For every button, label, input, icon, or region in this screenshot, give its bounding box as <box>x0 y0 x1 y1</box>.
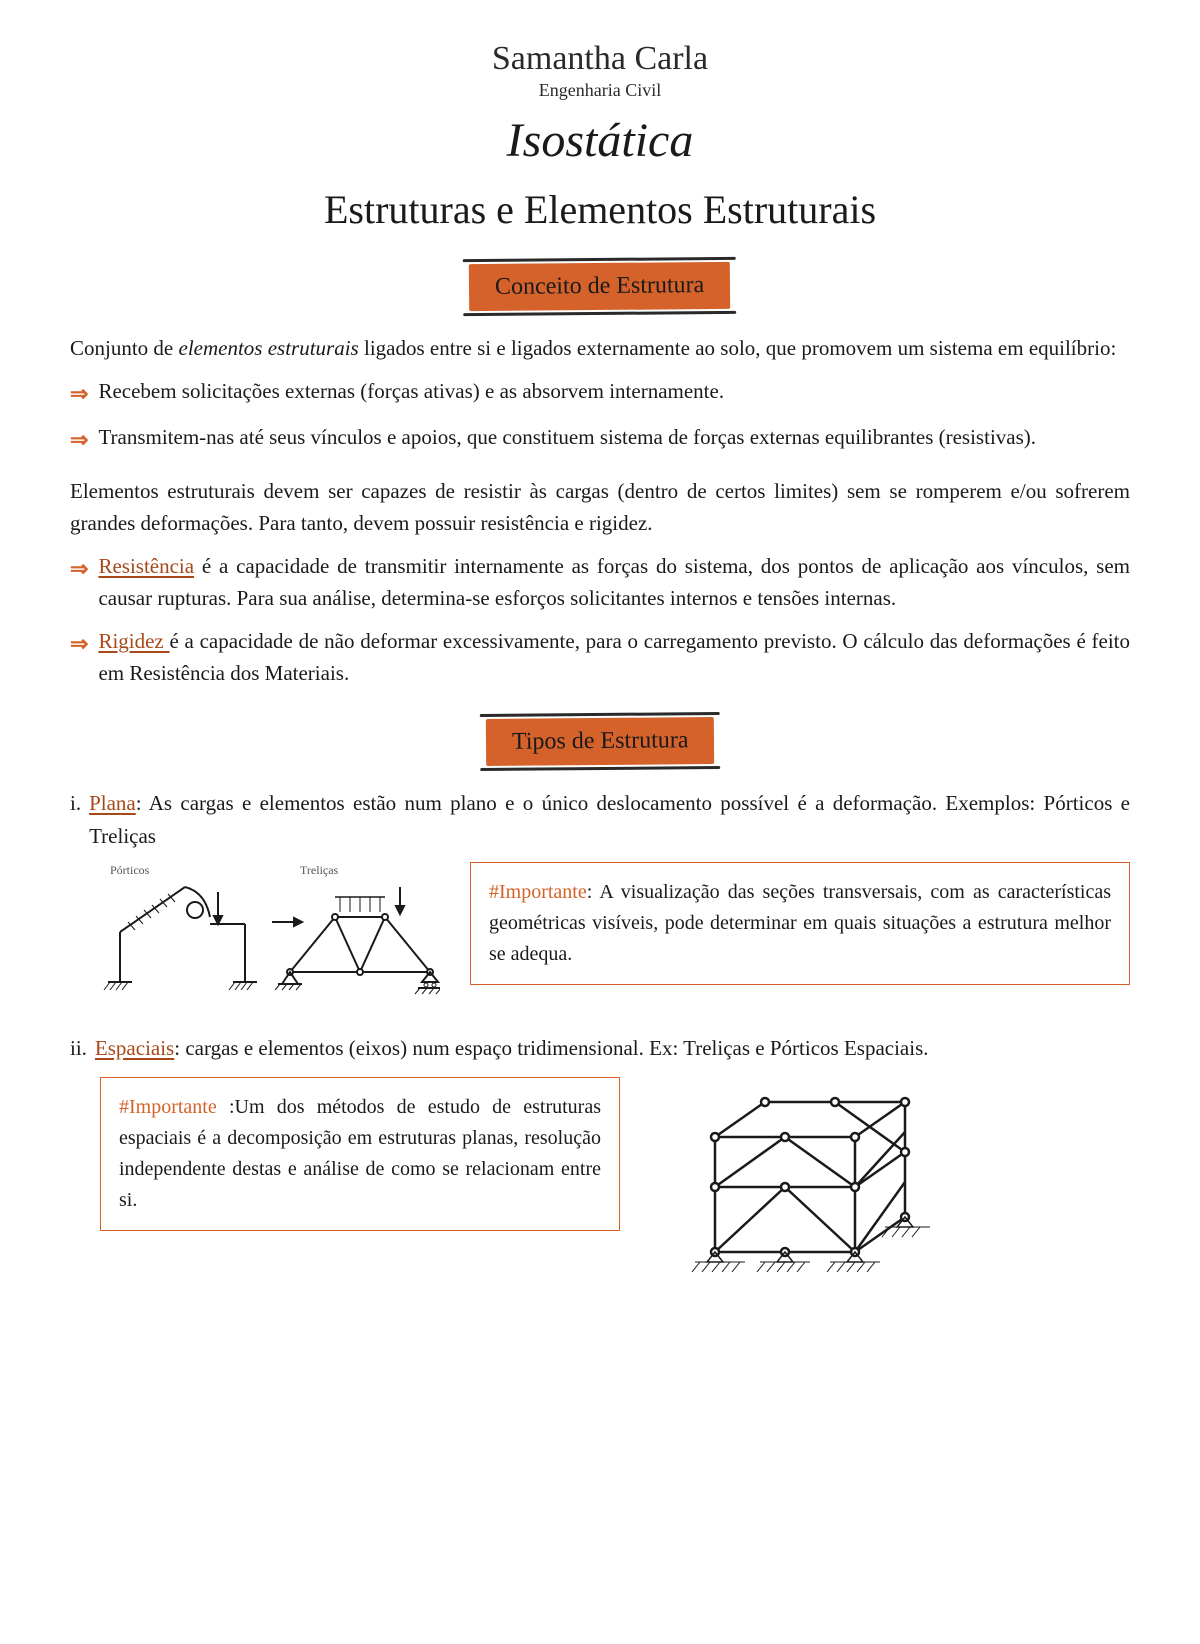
section-banner-conceito: Conceito de Estrutura <box>469 262 731 311</box>
term-rigidez: Rigidez <box>98 629 169 653</box>
espaciais-text: Espaciais: cargas e elementos (eixos) nu… <box>95 1032 1130 1065</box>
arrow-list-2: ⇒ Resistência é a capacidade de transmit… <box>70 550 1130 690</box>
intro-suffix: ligados entre si e ligados externamente … <box>359 336 1117 360</box>
note-tag: #Importante <box>119 1096 229 1118</box>
roman-numeral: ii. <box>70 1032 87 1065</box>
rigidez-desc: é a capacidade de não deformar excessiva… <box>98 629 1130 686</box>
author-subtitle: Engenharia Civil <box>70 80 1130 101</box>
arrow-item: ⇒ Rigidez é a capacidade de não deformar… <box>70 625 1130 690</box>
intro-prefix: Conjunto de <box>70 336 179 360</box>
note-box-espaciais: #Importante :Um dos métodos de estudo de… <box>100 1077 620 1231</box>
page-title: Estruturas e Elementos Estruturais <box>70 186 1130 233</box>
section-banner-wrap: Conceito de Estrutura <box>70 263 1130 310</box>
author-name: Samantha Carla <box>70 40 1130 78</box>
arrow-icon: ⇒ <box>70 552 88 586</box>
document-header: Samantha Carla Engenharia Civil Isostáti… <box>70 40 1130 233</box>
arrow-icon: ⇒ <box>70 627 88 661</box>
course-title: Isostática <box>70 113 1130 168</box>
section-banner-wrap: Tipos de Estrutura <box>70 718 1130 765</box>
intro-paragraph: Conjunto de elementos estruturais ligado… <box>70 332 1130 365</box>
roman-item-plana: i. Plana: As cargas e elementos estão nu… <box>70 787 1130 852</box>
term-plana: Plana <box>89 791 136 815</box>
diagram-row-espaciais: #Importante :Um dos métodos de estudo de… <box>100 1077 1130 1287</box>
bullet-text: Transmitem-nas até seus vínculos e apoio… <box>98 421 1130 454</box>
bullet-text: Recebem solicitações externas (forças at… <box>98 375 1130 408</box>
roman-item-espaciais: ii. Espaciais: cargas e elementos (eixos… <box>70 1032 1130 1065</box>
paragraph-2: Elementos estruturais devem ser capazes … <box>70 475 1130 540</box>
arrow-item: ⇒ Transmitem-nas até seus vínculos e apo… <box>70 421 1130 457</box>
note-box-plana: #Importante: A visualização das seções t… <box>470 862 1130 985</box>
plana-text: Plana: As cargas e elementos estão num p… <box>89 787 1130 852</box>
espacial-svg <box>660 1077 940 1287</box>
espaciais-desc: : cargas e elementos (eixos) num espaço … <box>174 1036 928 1060</box>
arrow-list-1: ⇒ Recebem solicitações externas (forças … <box>70 375 1130 457</box>
arrow-icon: ⇒ <box>70 423 88 457</box>
diagram-espacial <box>660 1077 940 1287</box>
svg-text:Pórticos: Pórticos <box>110 863 150 877</box>
section-banner-tipos: Tipos de Estrutura <box>486 717 715 766</box>
intro-em: elementos estruturais <box>179 336 359 360</box>
resistencia-desc: é a capacidade de transmitir internament… <box>98 554 1130 611</box>
note-tag: #Importante <box>489 881 587 903</box>
diagram-portico-trelica: Pórticos Treliças <box>100 862 440 1002</box>
resistencia-text: Resistência é a capacidade de transmitir… <box>98 550 1130 615</box>
arrow-item: ⇒ Recebem solicitações externas (forças … <box>70 375 1130 411</box>
rigidez-text: Rigidez é a capacidade de não deformar e… <box>98 625 1130 690</box>
arrow-icon: ⇒ <box>70 377 88 411</box>
svg-text:Treliças: Treliças <box>300 863 339 877</box>
roman-numeral: i. <box>70 787 81 820</box>
portico-trelica-svg: Pórticos Treliças <box>100 862 440 1002</box>
diagram-row-plana: Pórticos Treliças <box>100 862 1130 1002</box>
plana-desc: : As cargas e elementos estão num plano … <box>89 791 1130 848</box>
term-resistencia: Resistência <box>98 554 194 578</box>
arrow-item: ⇒ Resistência é a capacidade de transmit… <box>70 550 1130 615</box>
term-espaciais: Espaciais <box>95 1036 174 1060</box>
